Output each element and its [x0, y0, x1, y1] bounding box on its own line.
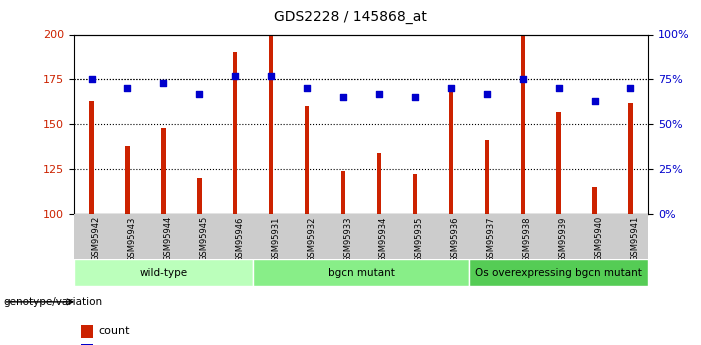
Text: GSM95941: GSM95941 [630, 216, 639, 262]
Text: GSM95942: GSM95942 [92, 216, 100, 262]
Bar [81, 325, 93, 338]
Bar [341, 171, 345, 214]
Bar [305, 106, 309, 214]
Point [158, 80, 169, 86]
Text: GSM95938: GSM95938 [523, 216, 531, 262]
Text: GSM95935: GSM95935 [415, 216, 424, 262]
Point [445, 86, 456, 91]
Text: GSM95939: GSM95939 [559, 216, 568, 262]
Text: GSM95931: GSM95931 [271, 216, 280, 262]
Text: GSM95944: GSM95944 [163, 216, 172, 262]
Point [409, 95, 421, 100]
Point [337, 95, 348, 100]
Text: GSM95934: GSM95934 [379, 216, 388, 262]
Point [481, 91, 492, 97]
Point [122, 86, 133, 91]
Point [301, 86, 313, 91]
Point [266, 73, 277, 79]
Text: GSM95933: GSM95933 [343, 216, 352, 262]
FancyBboxPatch shape [253, 259, 469, 286]
Bar [484, 140, 489, 214]
Text: GSM95932: GSM95932 [307, 216, 316, 262]
Bar [557, 112, 561, 214]
FancyBboxPatch shape [469, 259, 648, 286]
Bar [197, 178, 201, 214]
Point [86, 77, 97, 82]
Text: GSM95943: GSM95943 [128, 216, 137, 262]
FancyBboxPatch shape [74, 259, 253, 286]
Text: GSM95945: GSM95945 [199, 216, 208, 262]
Point [625, 86, 636, 91]
Text: GSM95936: GSM95936 [451, 216, 460, 262]
Point [193, 91, 205, 97]
Text: bgcn mutant: bgcn mutant [327, 268, 395, 277]
Bar [521, 34, 525, 214]
Text: GSM95946: GSM95946 [236, 216, 244, 262]
Point [374, 91, 385, 97]
Bar [413, 175, 417, 214]
Text: count: count [98, 326, 130, 336]
Bar [592, 187, 597, 214]
Bar [449, 88, 453, 214]
Point [589, 98, 600, 104]
Bar [269, 34, 273, 214]
Bar [628, 103, 632, 214]
Text: GSM95937: GSM95937 [486, 216, 496, 262]
Text: Os overexpressing bgcn mutant: Os overexpressing bgcn mutant [475, 268, 642, 277]
Bar [90, 101, 94, 214]
Text: GDS2228 / 145868_at: GDS2228 / 145868_at [274, 10, 427, 24]
Point [517, 77, 529, 82]
Bar [233, 52, 238, 214]
Bar [125, 146, 130, 214]
Bar [161, 128, 165, 214]
Text: GSM95940: GSM95940 [594, 216, 604, 262]
Text: wild-type: wild-type [139, 268, 187, 277]
Point [230, 73, 241, 79]
Point [553, 86, 564, 91]
Text: genotype/variation: genotype/variation [4, 297, 102, 307]
Bar [377, 153, 381, 214]
Bar [81, 344, 93, 345]
